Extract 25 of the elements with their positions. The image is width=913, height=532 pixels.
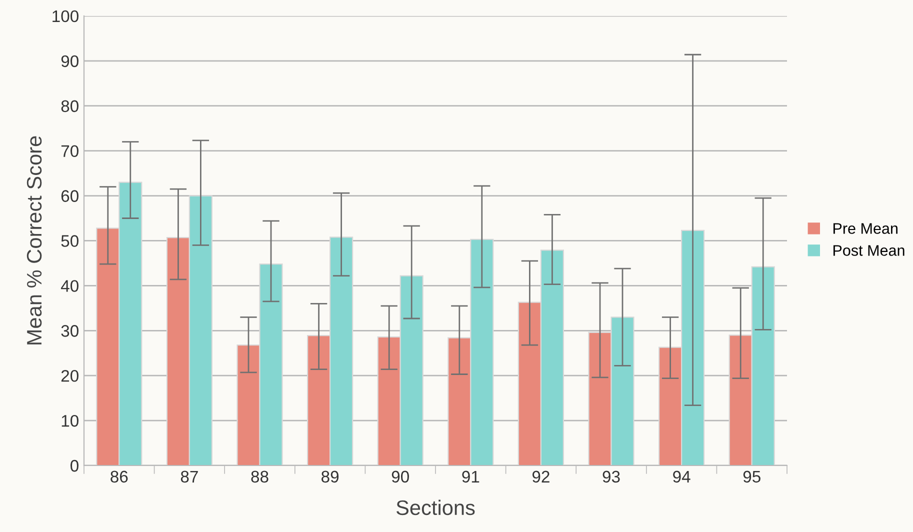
x-tick-label: 91	[462, 470, 480, 483]
legend-label: Post Mean	[833, 245, 904, 256]
x-tick-label: 94	[673, 470, 690, 483]
y-tick-label: 80	[61, 100, 78, 112]
x-tick-label: 87	[180, 470, 198, 483]
y-tick-label: 0	[70, 460, 78, 472]
y-tick-label: 40	[60, 280, 78, 292]
x-tick-label: 88	[251, 470, 268, 483]
x-tick-label: 93	[602, 470, 620, 483]
y-tick-label: 30	[61, 325, 78, 337]
legend-label: Pre Mean	[833, 223, 898, 234]
y-tick-label: 100	[52, 10, 78, 22]
x-tick-label: 86	[110, 470, 128, 483]
y-tick-label: 70	[61, 145, 78, 158]
y-tick-label: 60	[61, 190, 78, 202]
x-tick-label: 90	[392, 470, 409, 483]
y-tick-label: 90	[61, 55, 78, 68]
y-axis-title: Mean % Correct Score	[26, 136, 42, 344]
y-tick-label: 50	[61, 235, 78, 247]
y-tick-label: 20	[61, 370, 78, 382]
x-tick-label: 95	[743, 470, 760, 483]
x-tick-label: 89	[322, 470, 339, 483]
x-tick-label: 92	[532, 470, 550, 483]
x-axis-title: Sections	[396, 500, 475, 516]
y-tick-label: 10	[62, 414, 78, 427]
